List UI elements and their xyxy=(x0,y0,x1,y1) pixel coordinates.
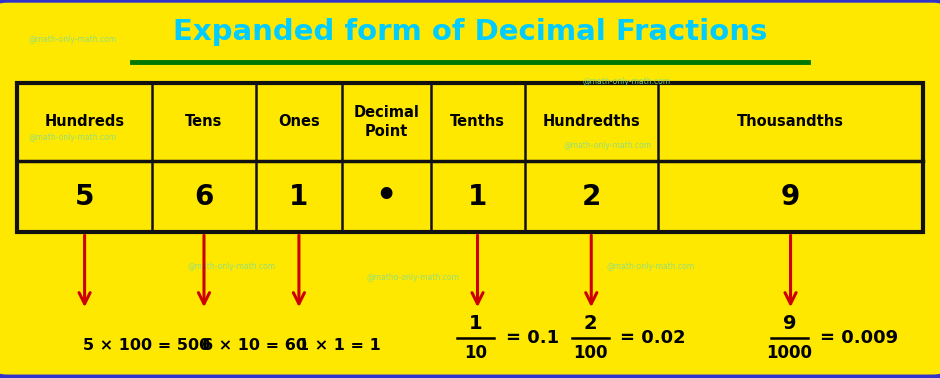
Text: @math-only-math.com: @math-only-math.com xyxy=(606,262,695,271)
Text: •: • xyxy=(376,180,397,213)
Text: = 0.009: = 0.009 xyxy=(820,329,898,347)
Text: @math-only-math.com: @math-only-math.com xyxy=(28,35,117,44)
Text: Ones: Ones xyxy=(278,115,320,129)
Bar xyxy=(17,83,923,232)
Text: Decimal
Point: Decimal Point xyxy=(353,105,419,139)
Text: 6: 6 xyxy=(195,183,213,211)
Text: 9: 9 xyxy=(781,183,800,211)
Text: Expanded form of Decimal Fractions: Expanded form of Decimal Fractions xyxy=(173,18,767,46)
Text: = 0.1: = 0.1 xyxy=(506,329,559,347)
Text: 9: 9 xyxy=(783,314,796,333)
Text: Hundreds: Hundreds xyxy=(44,115,125,129)
Text: 100: 100 xyxy=(573,344,607,363)
Text: Tenths: Tenths xyxy=(450,115,505,129)
Text: 1: 1 xyxy=(290,183,308,211)
Text: @math-only-math.com: @math-only-math.com xyxy=(564,141,652,150)
Text: @math-only-math.com: @math-only-math.com xyxy=(583,77,671,86)
Text: 1000: 1000 xyxy=(767,344,812,363)
Text: 1: 1 xyxy=(469,314,482,333)
Text: 2: 2 xyxy=(582,183,601,211)
Text: @matho-only-math.com: @matho-only-math.com xyxy=(367,273,460,282)
Text: Tens: Tens xyxy=(185,115,223,129)
Text: 1 × 1 = 1: 1 × 1 = 1 xyxy=(298,338,381,353)
Text: 5: 5 xyxy=(75,183,94,211)
Text: = 0.02: = 0.02 xyxy=(620,329,686,347)
Text: 1: 1 xyxy=(468,183,487,211)
Text: @math-only-math.com: @math-only-math.com xyxy=(188,262,276,271)
Text: 2: 2 xyxy=(584,314,597,333)
Text: 10: 10 xyxy=(464,344,487,363)
Text: @math-only-math.com: @math-only-math.com xyxy=(28,133,117,143)
Text: Hundredths: Hundredths xyxy=(542,115,640,129)
Text: Thousandths: Thousandths xyxy=(737,115,844,129)
Text: 6 × 10 = 60: 6 × 10 = 60 xyxy=(202,338,307,353)
Text: 5 × 100 = 500: 5 × 100 = 500 xyxy=(83,338,210,353)
